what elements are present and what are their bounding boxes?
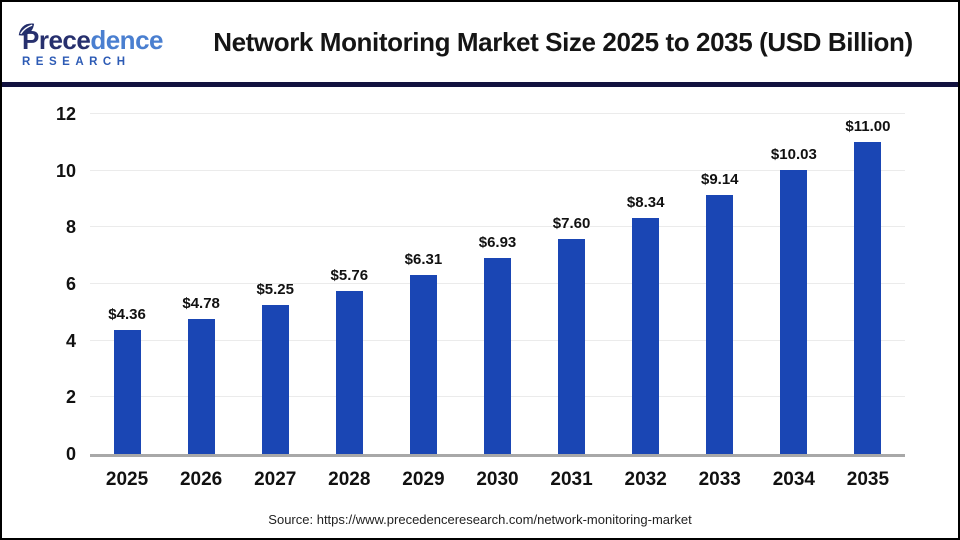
y-axis-tick-label: 2 (65, 387, 76, 408)
leaf-icon (16, 14, 36, 42)
bar-2029[interactable] (409, 275, 437, 454)
bar-2031[interactable] (558, 238, 586, 454)
bar-value-label: $10.03 (770, 145, 817, 163)
y-axis: 0 2 4 6 8 10 12 (2, 104, 76, 464)
source-text: Source: https://www.precedenceresearch.c… (268, 512, 692, 527)
x-axis-label-2032: 2032 (624, 469, 667, 490)
bar-value-label: $5.76 (330, 266, 369, 284)
bar-chart: 0 2 4 6 8 10 12 $4.36 $4.78 $5.25 $5.76 $6.31 $6.93… (2, 89, 958, 538)
bar-value-label: $6.31 (404, 251, 443, 269)
bar-value-label: $11.00 (845, 118, 891, 136)
precedence-research-logo: Precedence RESEARCH (2, 17, 174, 68)
header: Precedence RESEARCH Network Monitoring M… (2, 2, 958, 87)
bar-2028[interactable] (335, 290, 363, 454)
y-axis-tick-label: 0 (65, 444, 76, 464)
bar-value-label: $9.14 (700, 171, 739, 189)
y-axis-tick-label: 6 (65, 274, 76, 294)
bar-2025[interactable] (113, 330, 141, 454)
x-axis-label-2028: 2028 (328, 469, 371, 490)
logo-wordmark: Precedence (18, 17, 174, 55)
x-axis-label-2030: 2030 (476, 469, 519, 490)
logo-text-light: dence (90, 24, 163, 55)
bar-2026[interactable] (187, 318, 215, 454)
x-axis-label-2034: 2034 (772, 469, 815, 490)
x-axis-label-2026: 2026 (179, 469, 223, 490)
bar-value-label: $7.60 (552, 214, 591, 232)
x-axis-label-2033: 2033 (698, 469, 741, 490)
bar-2030[interactable] (484, 257, 511, 454)
y-axis-tick-label: 10 (55, 160, 76, 181)
gridline (90, 226, 905, 228)
gridline (90, 169, 905, 171)
bar-2034[interactable] (780, 169, 808, 454)
bar-value-label: $8.34 (626, 193, 665, 211)
y-axis-tick-label: 12 (55, 104, 76, 124)
x-axis-label-2035: 2035 (846, 469, 890, 490)
x-axis-label-2027: 2027 (254, 469, 297, 490)
x-axis-label-2029: 2029 (402, 469, 445, 490)
x-axis: 2025 2026 2027 2028 2029 2030 2031 2032 2033 2034… (90, 469, 905, 493)
bar-2027[interactable] (261, 305, 289, 454)
y-axis-tick-label: 4 (65, 330, 76, 351)
y-axis-tick-label: 8 (65, 217, 76, 238)
bar-2035[interactable] (854, 142, 882, 454)
logo-text-dark: Prece (22, 24, 91, 55)
bar-value-label: $4.36 (108, 306, 146, 324)
logo-subtitle: RESEARCH (22, 55, 131, 68)
title-wrap: Network Monitoring Market Size 2025 to 2… (174, 27, 958, 58)
x-axis-label-2031: 2031 (550, 469, 593, 490)
bar-value-label: $5.25 (256, 281, 294, 299)
bar-value-label: $6.93 (478, 233, 517, 251)
page-title: Network Monitoring Market Size 2025 to 2… (213, 26, 913, 57)
plot-area: $4.36 $4.78 $5.25 $5.76 $6.31 $6.93 $7.60 $8.34… (90, 113, 905, 457)
gridline (90, 113, 905, 114)
bar-value-label: $4.78 (182, 294, 220, 312)
x-axis-label-2025: 2025 (105, 469, 149, 490)
bar-2033[interactable] (706, 195, 734, 454)
bar-2032[interactable] (632, 217, 660, 454)
